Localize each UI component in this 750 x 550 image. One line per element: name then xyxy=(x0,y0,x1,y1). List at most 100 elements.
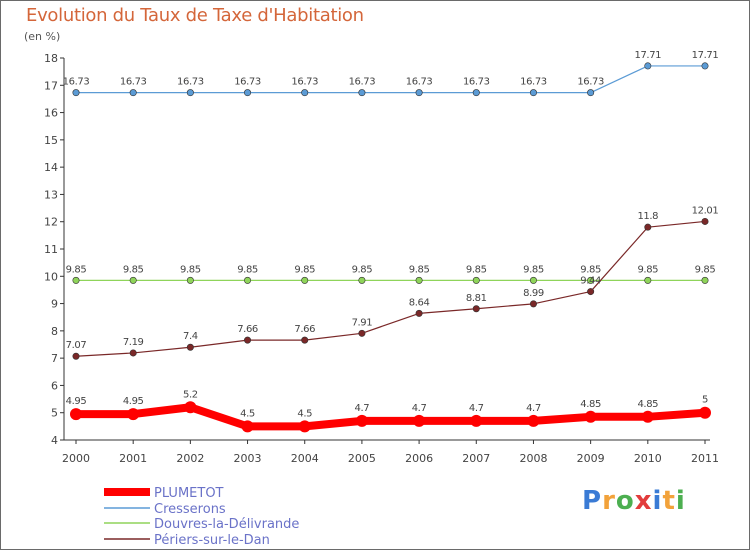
logo-letter: o xyxy=(615,486,635,516)
x-tick-label: 2008 xyxy=(519,452,547,465)
data-label: 4.7 xyxy=(526,403,541,414)
data-label: 16.73 xyxy=(520,77,547,88)
data-point xyxy=(127,408,140,421)
data-point xyxy=(415,309,423,317)
data-point xyxy=(129,89,137,97)
y-tick-label: 8 xyxy=(51,325,58,338)
legend-label: PLUMETOT xyxy=(154,486,224,501)
proxiti-logo: Proxiti xyxy=(582,486,686,516)
data-label: 16.73 xyxy=(63,77,90,88)
data-label: 4.7 xyxy=(469,403,484,414)
y-tick-label: 15 xyxy=(44,134,58,147)
data-point xyxy=(699,406,711,419)
y-tick-label: 4 xyxy=(51,434,58,447)
data-point xyxy=(644,223,652,231)
x-tick-label: 2002 xyxy=(176,452,204,465)
data-point xyxy=(355,414,368,427)
data-point xyxy=(529,300,537,308)
data-point xyxy=(72,352,80,360)
data-label: 16.73 xyxy=(406,77,433,88)
y-tick-label: 12 xyxy=(44,216,58,229)
data-point xyxy=(701,217,709,225)
x-tick-label: 2010 xyxy=(634,452,662,465)
data-point xyxy=(587,276,595,284)
data-point xyxy=(415,276,423,284)
data-label: 9.85 xyxy=(580,264,601,275)
data-label: 17.71 xyxy=(634,50,661,61)
data-point xyxy=(472,276,480,284)
data-label: 11.8 xyxy=(637,211,658,222)
data-label: 9.85 xyxy=(237,264,258,275)
y-tick-label: 17 xyxy=(44,79,58,92)
y-tick-label: 7 xyxy=(51,352,58,365)
data-label: 7.91 xyxy=(352,317,373,328)
data-label: 9.85 xyxy=(180,264,201,275)
data-point xyxy=(244,89,252,97)
data-point xyxy=(470,414,483,427)
chart-title: Evolution du Taux de Taxe d'Habitation xyxy=(26,5,364,26)
x-tick-label: 2004 xyxy=(291,452,319,465)
data-point xyxy=(298,420,311,433)
data-point xyxy=(72,89,80,97)
data-label: 9.85 xyxy=(695,264,716,275)
data-point xyxy=(472,305,480,313)
data-label: 17.71 xyxy=(692,50,719,61)
data-label: 4.7 xyxy=(355,403,370,414)
data-label: 7.4 xyxy=(183,331,198,342)
data-label: 9.85 xyxy=(66,264,87,275)
data-point xyxy=(701,276,709,284)
data-label: 4.95 xyxy=(123,396,144,407)
data-point xyxy=(70,408,82,421)
legend-label: Périers-sur-le-Dan xyxy=(154,533,270,548)
x-tick-label: 2005 xyxy=(348,452,376,465)
data-point xyxy=(129,276,137,284)
data-label: 16.73 xyxy=(177,77,204,88)
data-label: 7.07 xyxy=(66,340,87,351)
data-label: 4.5 xyxy=(297,408,312,419)
data-label: 8.81 xyxy=(466,293,487,304)
data-label: 8.99 xyxy=(523,288,544,299)
data-point xyxy=(472,89,480,97)
data-label: 4.7 xyxy=(412,403,427,414)
y-tick-label: 10 xyxy=(44,270,58,283)
data-label: 7.66 xyxy=(294,324,315,335)
data-point xyxy=(186,276,194,284)
data-point xyxy=(587,288,595,296)
data-point xyxy=(301,276,309,284)
data-point xyxy=(701,62,709,70)
data-label: 9.85 xyxy=(294,264,315,275)
logo-letter: P xyxy=(582,486,603,516)
y-tick-label: 13 xyxy=(44,188,58,201)
data-point xyxy=(184,401,197,414)
data-point xyxy=(641,410,654,423)
legend-label: Cresserons xyxy=(154,502,226,517)
data-point xyxy=(358,89,366,97)
data-label: 5 xyxy=(702,395,708,406)
data-point xyxy=(301,336,309,344)
y-tick-label: 14 xyxy=(44,161,58,174)
y-tick-label: 5 xyxy=(51,407,58,420)
data-label: 16.73 xyxy=(577,77,604,88)
data-label: 5.2 xyxy=(183,389,198,400)
logo-letter: r xyxy=(602,486,616,516)
data-label: 16.73 xyxy=(291,77,318,88)
logo-letter: i xyxy=(675,486,686,516)
logo-letter: t xyxy=(662,486,676,516)
x-tick-label: 2011 xyxy=(691,452,719,465)
data-point xyxy=(358,329,366,337)
data-point xyxy=(644,62,652,70)
data-point xyxy=(527,414,540,427)
data-label: 4.5 xyxy=(240,408,255,419)
data-point xyxy=(644,276,652,284)
data-label: 16.73 xyxy=(120,77,147,88)
data-label: 4.85 xyxy=(637,399,658,410)
y-tick-label: 18 xyxy=(44,52,58,65)
data-point xyxy=(529,276,537,284)
data-label: 9.85 xyxy=(352,264,373,275)
series-line-Périers-sur-le-Dan xyxy=(75,220,706,357)
data-point xyxy=(244,336,252,344)
data-label: 16.73 xyxy=(463,77,490,88)
data-label: 4.95 xyxy=(66,396,87,407)
